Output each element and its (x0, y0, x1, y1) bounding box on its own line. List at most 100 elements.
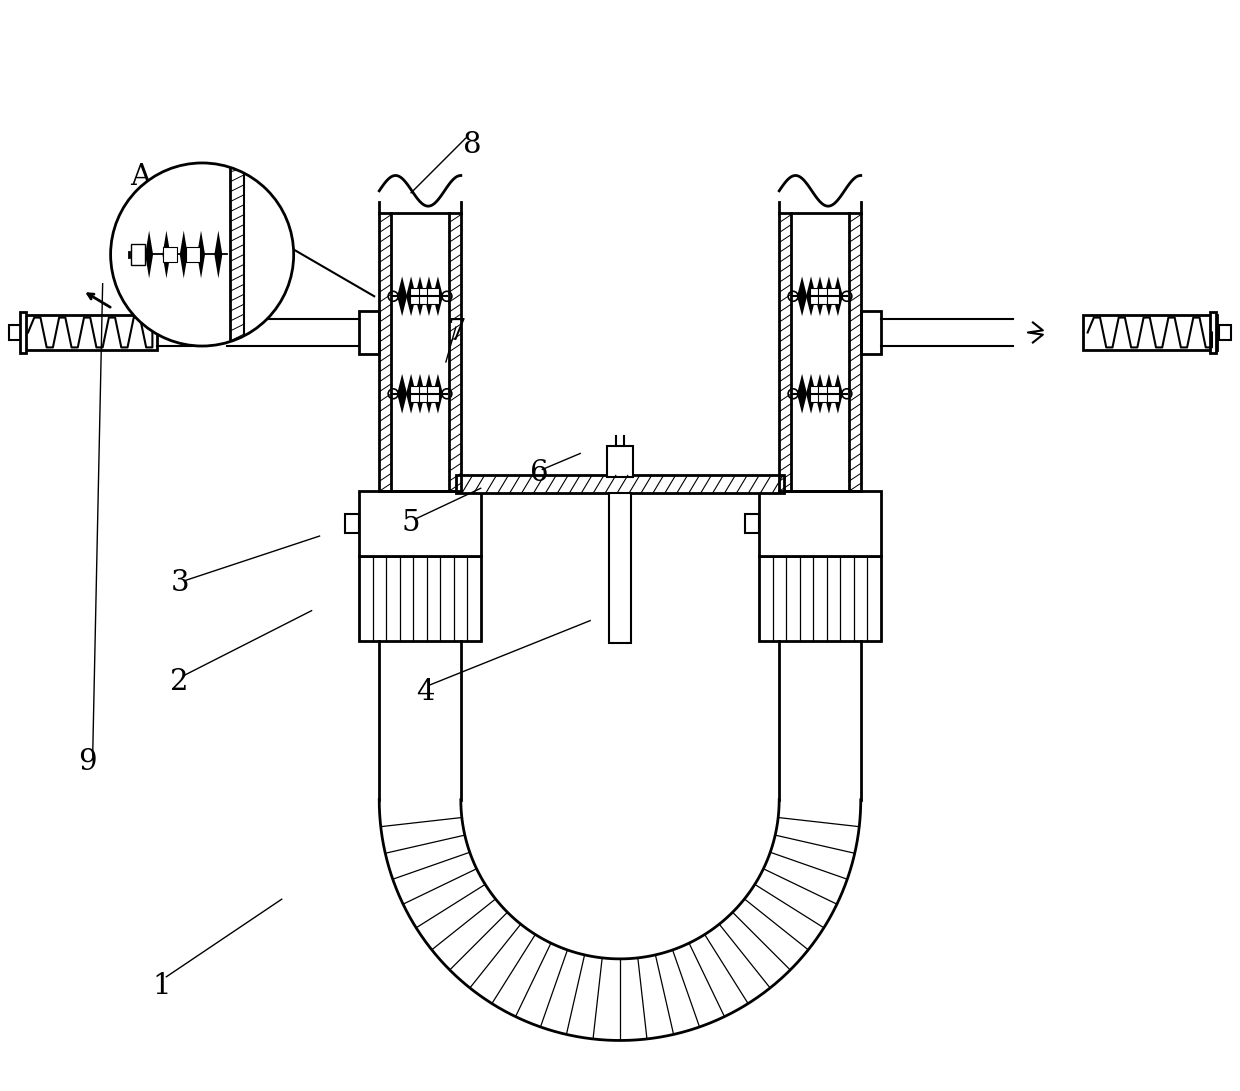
Circle shape (388, 388, 398, 398)
Circle shape (441, 291, 451, 301)
Polygon shape (180, 230, 187, 254)
Circle shape (789, 388, 799, 398)
Bar (428, 386, 439, 401)
Bar (810, 386, 821, 401)
Polygon shape (806, 297, 816, 316)
Polygon shape (145, 254, 153, 278)
Bar (609, 493, 631, 643)
Polygon shape (806, 374, 816, 394)
Polygon shape (397, 297, 407, 316)
Polygon shape (806, 394, 816, 413)
Text: 2: 2 (170, 669, 188, 696)
Bar (1210, 312, 1216, 353)
Polygon shape (162, 230, 170, 254)
Polygon shape (415, 276, 425, 297)
Text: 7: 7 (448, 319, 466, 346)
Polygon shape (215, 254, 222, 278)
Bar (20, 312, 26, 353)
Polygon shape (397, 374, 407, 394)
Bar (360, 491, 481, 556)
Text: 5: 5 (401, 509, 419, 537)
Bar (810, 288, 821, 304)
Polygon shape (397, 394, 407, 413)
Polygon shape (197, 230, 205, 254)
Polygon shape (833, 297, 843, 316)
Polygon shape (415, 394, 425, 413)
Text: 3: 3 (170, 568, 188, 597)
Bar (130, 243, 145, 265)
Polygon shape (433, 394, 443, 413)
Bar (428, 288, 439, 304)
Polygon shape (162, 254, 170, 278)
Bar (360, 311, 379, 355)
Bar (186, 247, 200, 263)
Polygon shape (797, 276, 807, 297)
Text: 4: 4 (417, 679, 434, 706)
Bar (456, 476, 784, 493)
Bar (818, 386, 831, 401)
Text: 1: 1 (153, 972, 171, 999)
Polygon shape (424, 394, 434, 413)
Bar (419, 288, 430, 304)
Polygon shape (433, 276, 443, 297)
Bar (164, 247, 177, 263)
Polygon shape (433, 374, 443, 394)
Polygon shape (415, 297, 425, 316)
Bar (827, 386, 839, 401)
Circle shape (110, 163, 294, 346)
Polygon shape (405, 297, 417, 316)
Polygon shape (797, 374, 807, 394)
Polygon shape (815, 276, 825, 297)
Circle shape (388, 291, 398, 301)
Bar (409, 386, 422, 401)
Bar (608, 445, 632, 478)
Bar (759, 491, 880, 556)
Text: 8: 8 (463, 131, 481, 159)
Bar (419, 386, 430, 401)
Circle shape (842, 291, 852, 301)
Text: A: A (130, 163, 151, 191)
Polygon shape (145, 230, 153, 254)
Polygon shape (433, 297, 443, 316)
Polygon shape (424, 297, 434, 316)
Polygon shape (405, 374, 417, 394)
Polygon shape (424, 374, 434, 394)
Polygon shape (833, 374, 843, 394)
Polygon shape (797, 394, 807, 413)
Polygon shape (215, 230, 222, 254)
Polygon shape (415, 374, 425, 394)
Bar (24, 314, 157, 350)
Polygon shape (823, 297, 835, 316)
Polygon shape (180, 254, 187, 278)
Polygon shape (797, 297, 807, 316)
Polygon shape (197, 254, 205, 278)
Bar (818, 288, 831, 304)
Polygon shape (405, 394, 417, 413)
Polygon shape (823, 394, 835, 413)
Polygon shape (815, 374, 825, 394)
Text: 9: 9 (78, 747, 97, 776)
Bar (861, 311, 880, 355)
Polygon shape (823, 276, 835, 297)
Polygon shape (833, 394, 843, 413)
Polygon shape (815, 297, 825, 316)
Bar (346, 514, 360, 533)
Circle shape (842, 388, 852, 398)
Circle shape (789, 291, 799, 301)
Bar (1083, 314, 1216, 350)
Polygon shape (806, 276, 816, 297)
Polygon shape (815, 394, 825, 413)
Bar (409, 288, 422, 304)
Bar (827, 288, 839, 304)
Bar (759, 556, 880, 640)
Bar (360, 556, 481, 640)
Text: 6: 6 (531, 459, 549, 488)
Circle shape (441, 388, 451, 398)
Polygon shape (424, 276, 434, 297)
Polygon shape (833, 276, 843, 297)
Bar (9, 324, 21, 340)
Bar (1219, 324, 1231, 340)
Bar (745, 514, 759, 533)
Polygon shape (405, 276, 417, 297)
Polygon shape (823, 374, 835, 394)
